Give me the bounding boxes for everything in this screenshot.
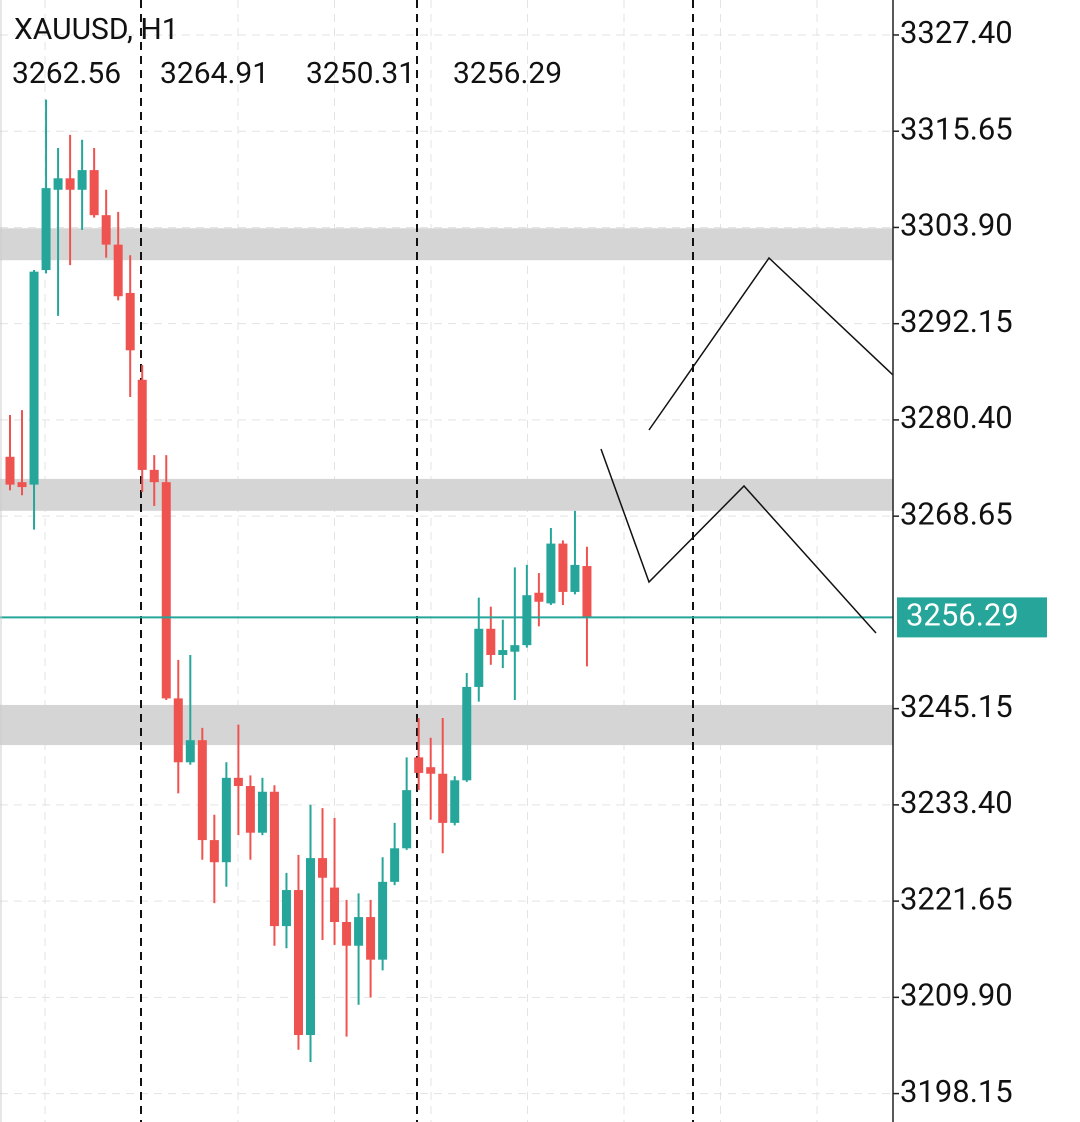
candle-body — [173, 698, 183, 763]
candle-body — [17, 482, 27, 488]
candle-body — [450, 780, 460, 823]
candle-body — [354, 917, 364, 946]
candle-body — [65, 178, 75, 190]
candle-body — [330, 887, 340, 922]
candle-body — [197, 740, 207, 841]
candle-body — [378, 881, 388, 960]
candle-body — [245, 786, 255, 833]
candle-body — [137, 379, 147, 470]
drawings — [600, 256, 894, 634]
candle-body — [498, 650, 508, 655]
candle-body — [269, 791, 279, 927]
candle-body — [41, 188, 51, 271]
candle-body — [101, 215, 111, 245]
candle-body — [558, 543, 568, 592]
candle-body — [5, 456, 15, 485]
zone — [0, 704, 893, 746]
plot — [0, 99, 893, 1063]
candle-body — [342, 921, 352, 946]
candle-body — [426, 767, 436, 774]
candle-body — [402, 790, 412, 849]
y-tick-label: 3292.15 — [900, 303, 1013, 340]
candle-body — [522, 595, 532, 646]
candle-body — [209, 840, 219, 863]
y-tick-label: 3327.40 — [900, 14, 1013, 51]
candle-body — [53, 178, 63, 190]
last-price-label: 3256.29 — [906, 597, 1019, 634]
y-tick-label: 3268.65 — [900, 495, 1013, 532]
candle-body — [77, 170, 87, 190]
projection-line — [600, 448, 877, 634]
y-tick-label: 3315.65 — [900, 110, 1013, 147]
candle-body — [390, 848, 400, 882]
candle-body — [510, 645, 520, 652]
y-tick-label: 3221.65 — [900, 880, 1013, 917]
zones — [0, 228, 893, 746]
session-separators — [140, 0, 694, 1122]
y-tick-label: 3233.40 — [900, 784, 1013, 821]
candle-body — [474, 628, 484, 687]
ohlc-open: 3262.56 — [12, 56, 121, 91]
projection-line — [648, 256, 894, 431]
candle-body — [366, 917, 376, 960]
candle-body — [534, 592, 544, 602]
y-tick-label: 3245.15 — [900, 688, 1013, 725]
candle-body — [414, 757, 424, 773]
zone — [0, 478, 893, 511]
y-tick-label: 3198.15 — [900, 1073, 1013, 1110]
candle-body — [570, 564, 580, 592]
last-price-box — [897, 597, 1047, 638]
candle-body — [306, 858, 315, 1036]
candle-body — [221, 777, 231, 863]
y-tick-label: 3280.40 — [900, 399, 1013, 436]
y-tick-label: 3303.90 — [900, 207, 1013, 244]
y-axis: 3327.40 3315.65 3303.90 3292.15 3280.40 3268.… — [893, 14, 1047, 1110]
candle-body — [293, 890, 303, 1036]
zone — [0, 228, 893, 261]
candle-body — [582, 566, 592, 618]
ohlc-low: 3250.31 — [306, 56, 415, 91]
candle-body — [185, 740, 195, 763]
candle-body — [113, 244, 123, 297]
vertical-grid — [0, 0, 893, 1122]
candle-body — [161, 482, 171, 699]
candle-body — [89, 170, 99, 216]
ohlc-high: 3264.91 — [160, 56, 269, 91]
candle-body — [546, 543, 556, 604]
candle-body — [125, 292, 135, 351]
candle-body — [257, 791, 267, 833]
ohlc-close: 3256.29 — [453, 56, 562, 91]
candle-body — [233, 777, 243, 787]
candle-body — [462, 686, 472, 781]
candle-body — [318, 858, 328, 878]
candle-body — [149, 469, 159, 483]
chart-title: XAUUSD, H1 — [14, 12, 179, 47]
candle-body — [486, 628, 496, 655]
y-tick-label: 3209.90 — [900, 977, 1013, 1014]
candle-body — [29, 271, 39, 485]
candle-body — [438, 773, 448, 823]
candle-body — [281, 890, 291, 927]
